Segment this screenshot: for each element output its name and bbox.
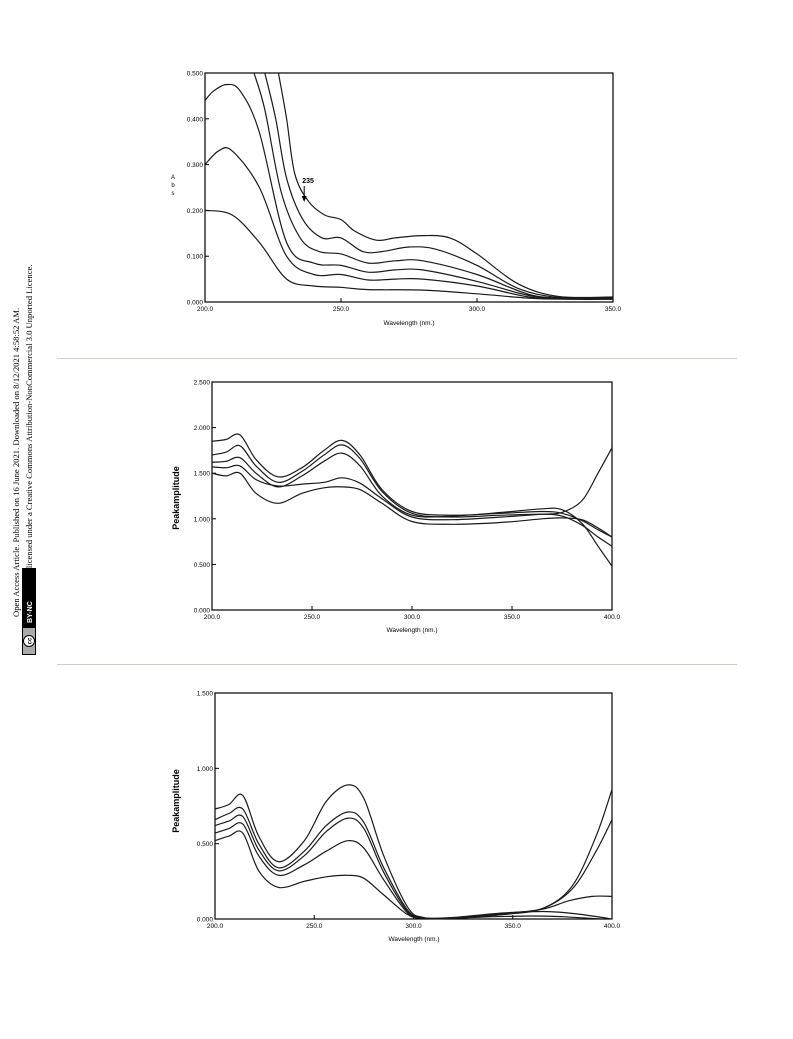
second-derivative-chart: 200.0 250.0 300.0 350.0 400.0 0.000 0.500 1.000… <box>171 691 621 944</box>
x-tick-label: 400.0 <box>604 923 621 930</box>
y-tick-label: 0.300 <box>187 162 204 169</box>
plot-frame-2 <box>211 381 613 611</box>
x-tick-label: 250.0 <box>333 306 350 313</box>
x-tick-label: 200.0 <box>197 306 214 313</box>
cc-icon <box>23 635 35 647</box>
x-tick-label: 400.0 <box>604 614 621 621</box>
cc-badge[interactable]: cc BY-NC <box>22 568 36 655</box>
divider-2 <box>57 664 737 665</box>
spectrum-line-2 <box>211 444 613 547</box>
x-tick-label: 350.0 <box>504 614 521 621</box>
spectrum-line-4 <box>253 72 614 299</box>
spectrum-line-3 <box>214 814 613 920</box>
y-tick-label: 0.200 <box>187 208 204 215</box>
divider-1 <box>57 358 737 359</box>
y-tick-label: 1.000 <box>197 766 214 773</box>
spectrum-line-3 <box>204 83 614 300</box>
spectrum-line-1 <box>204 209 614 300</box>
svg-text:s: s <box>172 191 175 197</box>
spectrum-line-1 <box>211 433 613 538</box>
x-tick-label: 350.0 <box>505 923 522 930</box>
y-tick-label: 0.400 <box>187 116 204 123</box>
spectrum-line-6 <box>277 72 614 299</box>
plot-frame-3 <box>214 692 613 920</box>
x-tick-label: 300.0 <box>469 306 486 313</box>
licence-link[interactable]: This article is licensed under a Creativ… <box>24 265 34 618</box>
x-axis-label: Wavelength (nm.) <box>386 627 437 634</box>
y-tick-label: 1.500 <box>197 691 214 698</box>
plot-frame-1 <box>204 72 614 303</box>
spectrum-line-5 <box>214 830 603 920</box>
spectrum-line-2 <box>214 806 613 920</box>
peak-annotation-label: 235 <box>302 178 314 185</box>
y-axis-label: Peakamplitude <box>171 769 181 833</box>
spectrum-line-5 <box>264 72 614 299</box>
spectrum-line-4 <box>214 822 613 920</box>
spectrum-line-3 <box>211 452 613 567</box>
license-label: BY-NC <box>27 601 34 623</box>
x-axis-label: Wavelength (nm.) <box>388 936 439 943</box>
x-tick-label: 300.0 <box>405 923 422 930</box>
x-tick-label: 350.0 <box>605 306 622 313</box>
y-tick-label: 0.000 <box>194 608 211 615</box>
y-tick-label: 1.000 <box>194 516 211 523</box>
x-tick-label: 250.0 <box>304 614 321 621</box>
spectrum-line-1 <box>214 784 613 920</box>
y-axis-label: Peakamplitude <box>171 466 181 530</box>
y-tick-label: 0.000 <box>197 917 214 924</box>
cc-badge-background <box>22 568 36 655</box>
spectrum-line-4 <box>211 447 613 521</box>
svg-text:b: b <box>171 183 175 189</box>
peak-annotation: 235 <box>301 178 314 202</box>
x-tick-label: 200.0 <box>207 923 224 930</box>
x-axis-label: Wavelength (nm.) <box>383 320 434 327</box>
arrow-head-icon <box>301 196 307 202</box>
y-tick-label: 0.500 <box>197 841 214 848</box>
x-tick-label: 300.0 <box>404 614 421 621</box>
y-tick-label: 2.500 <box>194 380 211 387</box>
y-tick-label: 1.500 <box>194 471 211 478</box>
access-note-line2[interactable]: This article is licensed under a Creativ… <box>24 265 34 618</box>
spectrum-line-5 <box>211 471 613 538</box>
y-axis-label: A b s <box>171 175 175 197</box>
access-note-line1: Open Access Article. Published on 16 Jun… <box>11 308 21 617</box>
spectrum-line-2 <box>204 147 614 300</box>
x-tick-label: 250.0 <box>306 923 323 930</box>
first-derivative-chart: 200.0 250.0 300.0 350.0 400.0 0.000 0.500 1.000… <box>171 380 621 635</box>
y-tick-label: 0.100 <box>187 254 204 261</box>
y-tick-label: 2.000 <box>194 425 211 432</box>
svg-text:A: A <box>171 175 175 181</box>
cc-badge-left <box>23 628 35 654</box>
cc-icon-label: cc <box>28 637 34 644</box>
absorbance-chart: 200.0 250.0 300.0 350.0 0.000 0.100 0.200 0.300… <box>171 71 622 328</box>
y-tick-label: 0.500 <box>187 71 204 78</box>
y-tick-label: 0.000 <box>187 300 204 307</box>
y-tick-label: 0.500 <box>194 562 211 569</box>
x-tick-label: 200.0 <box>204 614 221 621</box>
